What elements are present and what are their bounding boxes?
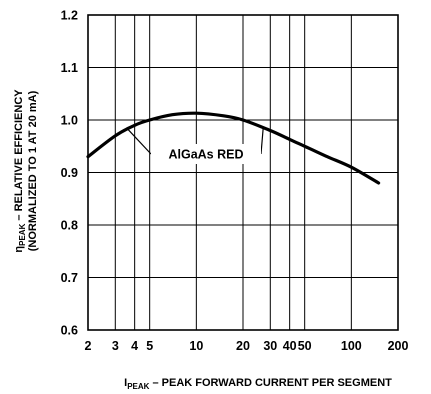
y-axis-title-line2: (NORMALIZED TO 1 AT 20 mA) xyxy=(27,90,39,251)
x-tick-label: 20 xyxy=(236,339,250,353)
y-axis-title-main: η xyxy=(13,246,25,253)
grid-lines xyxy=(87,14,399,331)
y-tick-labels: 0.6 0.7 0.8 0.9 1.0 1.1 1.2 xyxy=(61,9,78,338)
x-tick-label: 50 xyxy=(298,339,312,353)
y-axis-title-rest: – RELATIVE EFFICIENCY xyxy=(13,89,25,224)
y-tick-label: 1.1 xyxy=(61,61,78,75)
annotation-label: AlGaAs RED xyxy=(168,148,243,162)
series-lines xyxy=(86,111,381,185)
x-tick-label: 30 xyxy=(263,339,277,353)
annotation-callout: AlGaAs RED xyxy=(127,127,264,164)
x-axis-title-main: I xyxy=(124,377,127,389)
x-tick-label: 4 xyxy=(131,339,138,353)
y-axis-title-line1: ηPEAK – RELATIVE EFFICIENCY xyxy=(13,89,27,253)
x-tick-labels: 2 3 4 5 10 20 30 40 50 100 200 xyxy=(85,339,409,353)
x-axis-title: IPEAK – PEAK FORWARD CURRENT PER SEGMENT xyxy=(124,377,392,391)
x-tick-label: 2 xyxy=(85,339,92,353)
y-tick-label: 0.7 xyxy=(61,271,78,285)
y-tick-label: 1.2 xyxy=(61,9,78,23)
x-tick-label: 200 xyxy=(388,339,409,353)
y-tick-label: 1.0 xyxy=(61,114,78,128)
x-tick-label: 40 xyxy=(283,339,297,353)
annotation-background xyxy=(151,144,261,164)
x-tick-label: 5 xyxy=(146,339,153,353)
y-tick-label: 0.6 xyxy=(61,324,78,338)
x-tick-label: 100 xyxy=(341,339,362,353)
annotation-leader-line xyxy=(260,127,264,155)
y-axis-title-subscript: PEAK xyxy=(18,223,27,245)
x-tick-label: 10 xyxy=(189,339,203,353)
x-axis-title-subscript: PEAK xyxy=(127,382,149,391)
plot-area-frame xyxy=(87,14,399,331)
y-tick-label: 0.9 xyxy=(61,166,78,180)
x-tick-label: 3 xyxy=(112,339,119,353)
annotation-leader-line xyxy=(127,128,152,155)
series-line xyxy=(86,111,381,185)
y-tick-label: 0.8 xyxy=(61,219,78,233)
x-axis-title-rest: – PEAK FORWARD CURRENT PER SEGMENT xyxy=(149,377,392,389)
